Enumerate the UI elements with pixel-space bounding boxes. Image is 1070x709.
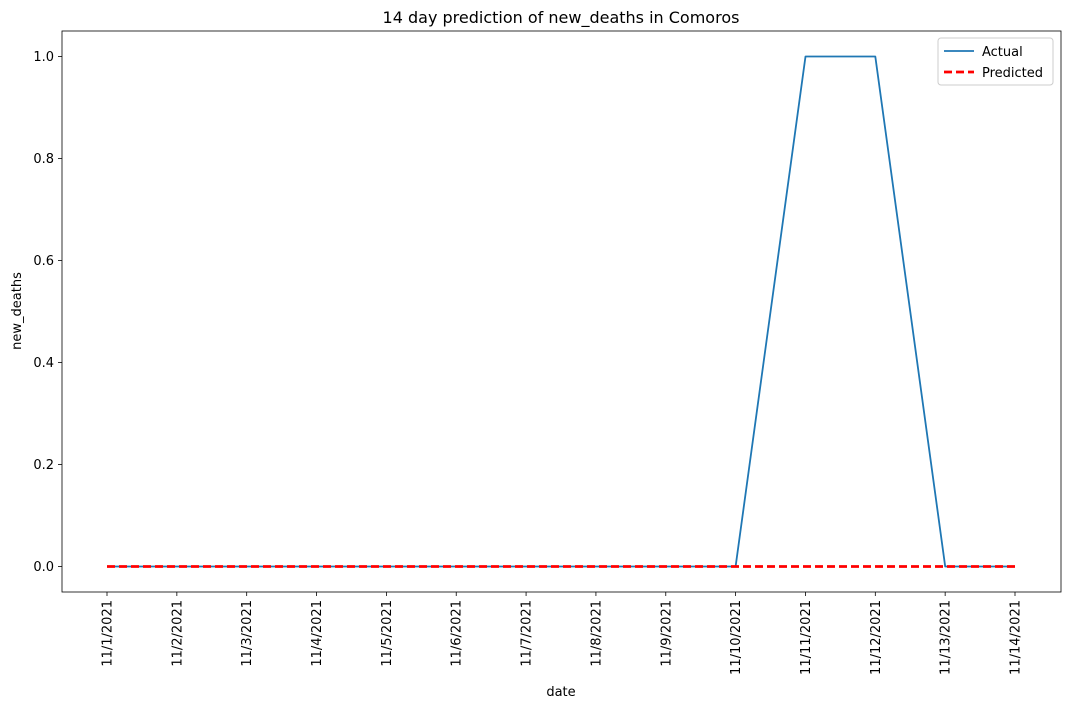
y-axis: 0.0 0.2 0.4 0.6 0.8 1.0: [33, 50, 62, 575]
x-tick-label: 11/8/2021: [589, 600, 604, 667]
legend-actual-label: Actual: [982, 45, 1023, 60]
x-tick-label: 11/13/2021: [939, 600, 954, 675]
y-axis-label: new_deaths: [10, 272, 25, 350]
y-tick-label: 0.4: [33, 356, 54, 371]
legend: Actual Predicted: [937, 37, 1054, 86]
x-tick-label: 11/5/2021: [380, 600, 395, 667]
x-axis-label: date: [546, 685, 575, 700]
x-tick-label: 11/6/2021: [450, 600, 465, 667]
legend-box: [937, 37, 1054, 86]
y-tick-label: 1.0: [33, 50, 54, 65]
x-tick-label: 11/3/2021: [240, 600, 255, 667]
chart-title: 14 day prediction of new_deaths in Comor…: [383, 8, 740, 28]
x-axis: 11/1/2021 11/2/2021 11/3/2021 11/4/2021 11/5…: [101, 592, 1024, 675]
x-tick-label: 11/1/2021: [101, 600, 116, 667]
series-line-actual: [107, 55, 1015, 568]
x-tick-label: 11/10/2021: [729, 600, 744, 675]
x-tick-label: 11/4/2021: [310, 600, 325, 667]
plot-area: [61, 30, 1062, 593]
legend-predicted-label: Predicted: [982, 66, 1043, 81]
x-tick-label: 11/7/2021: [520, 600, 535, 667]
x-tick-label: 11/11/2021: [799, 600, 814, 675]
x-tick-label: 11/9/2021: [659, 600, 674, 667]
x-tick-label: 11/14/2021: [1009, 600, 1024, 675]
y-tick-label: 0.2: [33, 458, 54, 473]
x-tick-label: 11/2/2021: [170, 600, 185, 667]
x-tick-label: 11/12/2021: [869, 600, 884, 675]
y-tick-label: 0.0: [33, 560, 54, 575]
y-tick-label: 0.6: [33, 254, 54, 269]
y-tick-label: 0.8: [33, 152, 54, 167]
series-lines: [107, 55, 1015, 568]
